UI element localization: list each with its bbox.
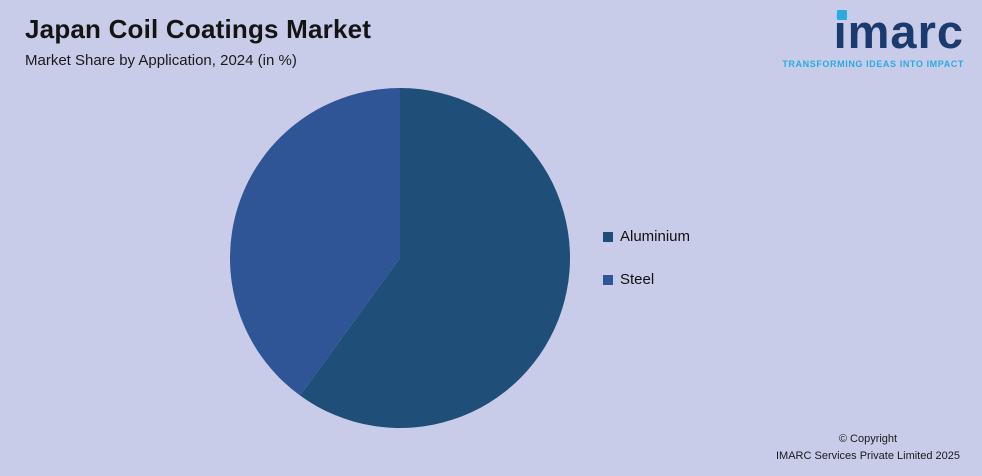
pie-chart-svg bbox=[230, 87, 570, 428]
copyright-line1: © Copyright bbox=[838, 433, 898, 445]
imarc-logo-text: imarc bbox=[834, 8, 964, 55]
chart-legend: Aluminium Steel bbox=[603, 228, 690, 288]
chart-header: Japan Coil Coatings Market Market Share … bbox=[25, 14, 371, 69]
copyright-notice: © Copyright IMARC Services Private Limit… bbox=[776, 431, 960, 464]
imarc-logo: imarc TRANSFORMING IDEAS INTO IMPACT bbox=[782, 8, 964, 69]
legend-label-steel: Steel bbox=[620, 271, 655, 288]
page-title: Japan Coil Coatings Market bbox=[25, 14, 372, 44]
copyright-line2: IMARC Services Private Limited 2025 bbox=[775, 449, 960, 462]
pie-slice-steel bbox=[230, 87, 400, 396]
pie-slice-aluminium bbox=[300, 88, 570, 428]
pie-chart bbox=[200, 58, 600, 458]
page-subtitle: Market Share by Application, 2024 (in %) bbox=[25, 52, 297, 69]
legend-label-aluminium: Aluminium bbox=[620, 228, 691, 245]
legend-swatch-aluminium bbox=[603, 231, 613, 242]
imarc-tagline: TRANSFORMING IDEAS INTO IMPACT bbox=[782, 59, 964, 69]
legend-item-aluminium: Aluminium bbox=[603, 228, 690, 245]
legend-item-steel: Steel bbox=[603, 271, 690, 288]
imarc-logo-dot-icon bbox=[836, 10, 847, 20]
imarc-logo-word: imarc bbox=[833, 5, 964, 58]
legend-swatch-steel bbox=[603, 274, 613, 285]
